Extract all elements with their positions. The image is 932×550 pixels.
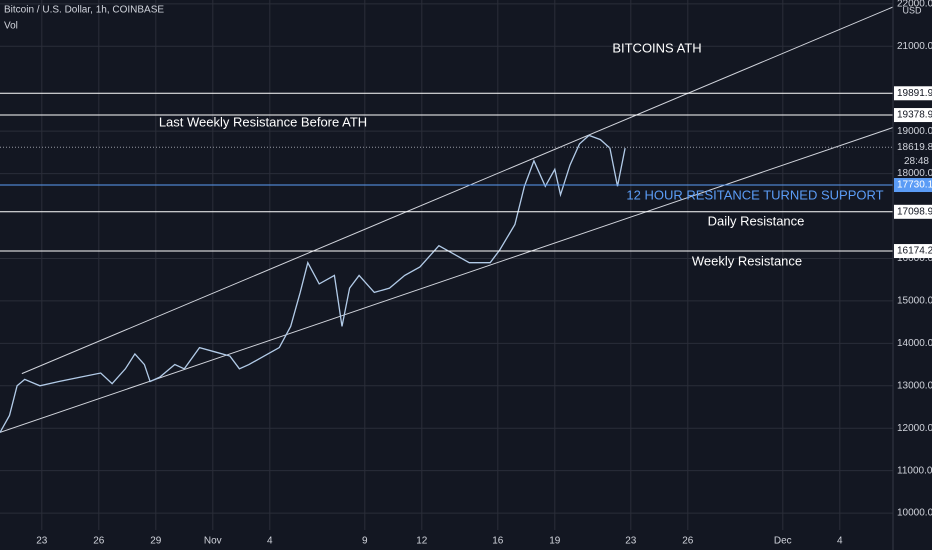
x-tick-label: 19: [549, 536, 561, 547]
x-tick-label: 12: [416, 536, 428, 547]
level-tag: [894, 108, 932, 123]
level-tag: [894, 86, 932, 101]
y-tick-label: 18000.00: [897, 168, 932, 179]
y-tick-label: 22000.00: [897, 0, 932, 9]
y-tick-label: 21000.00: [897, 41, 932, 52]
annotation: Last Weekly Resistance Before ATH: [159, 114, 367, 129]
countdown-tag: [894, 154, 932, 169]
trend-line: [0, 127, 893, 433]
annotation: 12 HOUR RESITANCE TURNED SUPPORT: [626, 187, 883, 202]
annotation: Weekly Resistance: [692, 253, 802, 268]
trend-line: [21, 6, 893, 375]
x-tick-label: 16: [492, 536, 504, 547]
level-tag: [894, 178, 932, 193]
x-tick-label: 4: [837, 536, 843, 547]
x-tick-label: 26: [93, 536, 105, 547]
x-tick-label: 23: [625, 536, 637, 547]
level-label: 17730.12: [897, 180, 932, 191]
annotation: Daily Resistance: [708, 213, 805, 228]
level-label: 16174.22: [897, 246, 932, 257]
x-tick-label: 26: [682, 536, 694, 547]
level-label: 18619.82: [897, 142, 932, 153]
x-tick-label: 4: [267, 536, 273, 547]
level-tag: [894, 244, 932, 259]
level-tag: [894, 140, 932, 155]
subtitle: Vol: [4, 21, 18, 32]
x-tick-label: 9: [362, 536, 368, 547]
plot: [0, 6, 893, 433]
chart-title: Bitcoin / U.S. Dollar, 1h, COINBASE: [4, 5, 164, 16]
price-axis: 10000.00 11000.00 12000.00 13000.00 14000.00…: [36, 0, 932, 547]
y-tick-label: 12000.00: [897, 423, 932, 434]
x-tick-label: 23: [36, 536, 48, 547]
level-label: 19891.99: [897, 88, 932, 99]
price-line: [0, 134, 626, 433]
x-tick-label: Nov: [204, 536, 222, 547]
x-tick-label: 29: [150, 536, 162, 547]
y-tick-label: 16000.00: [897, 253, 932, 264]
level-label: 17098.99: [897, 206, 932, 217]
y-tick-label: 19000.00: [897, 126, 932, 137]
level-tag: [894, 204, 932, 219]
y-tick-label: 13000.00: [897, 380, 932, 391]
y-tick-label: 14000.00: [897, 338, 932, 349]
annotation: BITCOINS ATH: [612, 40, 701, 55]
y-tick-label: 11000.00: [897, 465, 932, 476]
y-tick-label: 10000.00: [897, 508, 932, 519]
y-tick-label: 15000.00: [897, 296, 932, 307]
countdown: 28:48: [904, 156, 929, 167]
y-unit: USD: [902, 5, 922, 15]
x-tick-label: Dec: [774, 536, 792, 547]
level-label: 19378.99: [897, 110, 932, 121]
